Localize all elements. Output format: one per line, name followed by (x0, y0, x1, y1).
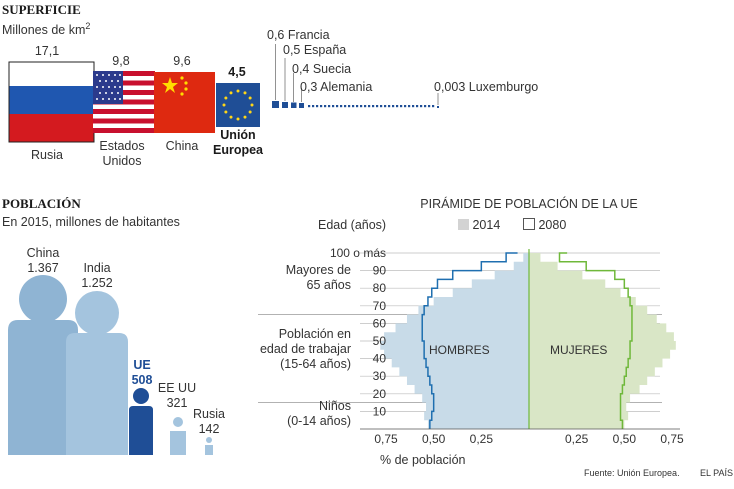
legend-2080-label: 2080 (538, 218, 567, 232)
eu-star (229, 91, 233, 95)
x-tick-label: 0,75 (660, 432, 684, 446)
eeuu-area-value: 9,8 (112, 54, 130, 68)
usa-flag (93, 71, 155, 133)
luxemburgo-square (437, 106, 439, 108)
y-tick-label: 30 (373, 369, 387, 383)
rusia-area-value: 17,1 (34, 44, 60, 58)
age-group-label: (15-64 años) (280, 357, 351, 371)
china-area-value: 9,6 (173, 54, 191, 68)
x-tick-label: 0,25 (565, 432, 589, 446)
eu-star (224, 96, 228, 100)
poblacion-subtitle: En 2015, millones de habitantes (2, 215, 180, 229)
eu-star (222, 103, 226, 107)
y-tick-label: 20 (373, 387, 387, 401)
population-figures (8, 275, 213, 455)
rusia-area-name: Rusia (31, 148, 63, 162)
espana-label: 0,5 España (283, 43, 347, 57)
espana-square (282, 102, 288, 108)
china-person-icon (8, 275, 78, 455)
mujeres-label: MUJERES (550, 343, 608, 357)
superficie-unit: Millones de km2 (2, 21, 91, 38)
eu-star (243, 91, 247, 95)
eu-star (243, 115, 247, 119)
india-person-icon (66, 291, 128, 455)
eu-star (248, 96, 252, 100)
suecia-label: 0,4 Suecia (292, 62, 352, 76)
eu-flag (216, 83, 260, 127)
hombres-2080-line (421, 252, 518, 429)
area-flags (8, 44, 439, 143)
pyramid-title: PIRÁMIDE DE POBLACIÓN DE LA UE (420, 197, 638, 211)
suecia-square (291, 102, 297, 108)
francia-square (272, 101, 279, 108)
pyramid-xlabel: % de población (380, 453, 466, 467)
y-tick-label: 10 (373, 404, 387, 418)
eu-star (224, 110, 228, 114)
pyramid-ylabel: Edad (años) (318, 218, 387, 232)
alemania-square (299, 103, 304, 108)
hombres-2014-area (380, 253, 529, 429)
china-flag (154, 72, 215, 133)
age-group-label: 65 años (307, 278, 351, 292)
age-group-label: Niños (319, 399, 351, 413)
ue-area-value: 4,5 (228, 65, 246, 79)
hombres-label: HOMBRES (429, 343, 490, 357)
y-tick-label: 60 (373, 316, 387, 330)
india-pop: India 1.252 (81, 261, 113, 290)
legend-2080: 2080 (523, 218, 566, 232)
ue-person-icon (129, 388, 153, 455)
rusia-pop: Rusia 142 (193, 407, 225, 436)
eu-star (250, 103, 254, 107)
legend-2014-swatch (458, 219, 469, 230)
ue-area-name: Unión Europea (212, 128, 263, 157)
age-group-label: Mayores de (286, 263, 351, 277)
age-group-label: edad de trabajar (260, 342, 351, 356)
x-tick-label: 0,75 (374, 432, 398, 446)
legend-2014: 2014 (458, 218, 500, 232)
poblacion-title: POBLACIÓN (2, 196, 81, 211)
y-tick-label: 100 o más (330, 246, 386, 260)
brand-note: EL PAÍS (700, 468, 734, 478)
y-tick-label: 80 (373, 281, 387, 295)
rusia-person-icon (205, 437, 213, 455)
eu-star (248, 110, 252, 114)
source-note: Fuente: Unión Europea. (584, 468, 680, 478)
y-tick-label: 70 (373, 299, 387, 313)
y-tick-label: 40 (373, 352, 387, 366)
china-area-name: China (165, 139, 199, 153)
eeuu-pop: EE UU 321 (157, 381, 197, 410)
x-tick-label: 0,50 (613, 432, 637, 446)
russia-flag (8, 61, 95, 143)
y-tick-label: 50 (373, 334, 387, 348)
legend-2014-label: 2014 (472, 218, 501, 232)
eeuu-area-name: Estados Unidos (99, 139, 145, 168)
alemania-label: 0,3 Alemania (300, 80, 373, 94)
age-group-label: (0-14 años) (287, 414, 351, 428)
eeuu-person-icon (170, 417, 186, 455)
mujeres-2080-line (558, 252, 633, 429)
eu-star (236, 117, 240, 121)
china-pop: China 1.367 (26, 246, 60, 275)
luxemburgo-label: 0,003 Luxemburgo (434, 80, 539, 94)
ue-pop: UE 508 (131, 358, 153, 387)
francia-label: 0,6 Francia (267, 28, 330, 42)
small-country-squares (272, 101, 439, 108)
age-group-label: Población en (279, 327, 351, 341)
eu-star (236, 89, 240, 93)
mujeres-2014-area (529, 253, 676, 429)
x-tick-label: 0,25 (470, 432, 494, 446)
superficie-title: SUPERFICIE (2, 2, 81, 17)
legend-2080-swatch (523, 218, 535, 230)
x-tick-label: 0,50 (422, 432, 446, 446)
eu-star (229, 115, 233, 119)
y-tick-label: 90 (373, 264, 387, 278)
